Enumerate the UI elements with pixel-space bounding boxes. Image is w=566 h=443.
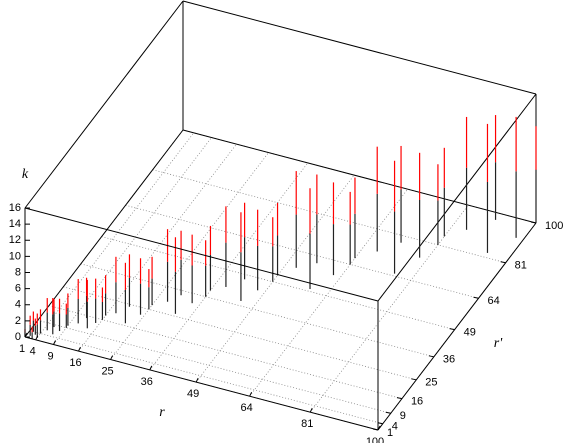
x-tick-label: 100: [366, 436, 384, 443]
y-tick-label: 1: [387, 427, 393, 439]
y-tick: [372, 428, 379, 431]
y-tick: [385, 411, 391, 414]
z-tick-label: 0: [15, 331, 21, 343]
y-tick-label: 81: [515, 260, 527, 272]
y-tick: [449, 328, 455, 331]
y-tick-label: 49: [464, 327, 476, 339]
grid-line: [152, 169, 506, 264]
x-tick: [110, 355, 114, 360]
y-tick: [428, 355, 434, 358]
x-tick: [377, 425, 381, 431]
z-axis-label: k: [22, 167, 29, 182]
x-tick: [249, 391, 253, 397]
x-tick-label: 25: [101, 365, 113, 377]
grid-line: [78, 143, 237, 352]
grid-line: [101, 236, 455, 331]
z-tick-label: 8: [15, 266, 21, 278]
grid-line: [48, 305, 403, 400]
z-tick-label: 6: [15, 283, 21, 295]
y-tick-label: 36: [443, 354, 455, 366]
y-tick: [500, 261, 506, 264]
x-tick: [149, 365, 153, 371]
y-tick-label: 64: [488, 295, 500, 307]
grid-line: [37, 319, 391, 414]
y-tick: [396, 397, 403, 400]
x-tick-label: 64: [241, 402, 253, 414]
y-tick-label: 4: [392, 421, 398, 433]
x-tick: [53, 340, 56, 345]
z-tick-label: 16: [9, 202, 21, 214]
y-tick: [473, 296, 479, 299]
x-tick-label: 81: [301, 418, 313, 430]
box-edge: [377, 222, 537, 431]
z-tick-label: 10: [9, 250, 21, 262]
z-tick-label: 2: [15, 315, 21, 327]
grid-line: [63, 286, 417, 381]
x-tick-label: 36: [141, 376, 153, 388]
box-edge: [24, 129, 184, 338]
x-tick: [35, 335, 39, 341]
x-tick-label: 1: [19, 343, 25, 355]
x-tick-label: 49: [187, 388, 199, 400]
x-axis-label: r: [159, 405, 165, 420]
z-tick-label: 14: [9, 218, 21, 230]
y-tick: [530, 221, 537, 224]
box-edge: [182, 129, 537, 224]
z-tick-label: 4: [15, 299, 21, 311]
x-tick-label: 16: [69, 357, 81, 369]
y-tick: [377, 422, 383, 425]
x-tick: [78, 346, 81, 352]
y-tick-label: 100: [545, 220, 563, 232]
x-tick: [309, 407, 313, 413]
x-tick-label: 9: [47, 350, 53, 362]
y-tick-label: 16: [411, 396, 423, 408]
box-edge: [182, 0, 537, 95]
box-edge: [24, 0, 184, 209]
z-tick-label: 12: [9, 234, 21, 246]
grid-line: [80, 263, 434, 358]
x-tick: [24, 332, 28, 338]
grid-line: [125, 204, 479, 299]
y-tick-label: 25: [425, 377, 437, 389]
y-axis-label: r': [494, 336, 503, 351]
box-edge: [377, 93, 537, 302]
x-tick-label: 4: [30, 346, 36, 358]
box-edge: [24, 336, 379, 431]
box-edge: [24, 207, 379, 302]
y-tick: [411, 378, 417, 381]
grid-line: [29, 330, 383, 425]
grid-line: [53, 137, 212, 345]
y-tick-label: 9: [400, 410, 406, 422]
grid-line: [195, 174, 355, 383]
x-tick: [195, 377, 199, 383]
